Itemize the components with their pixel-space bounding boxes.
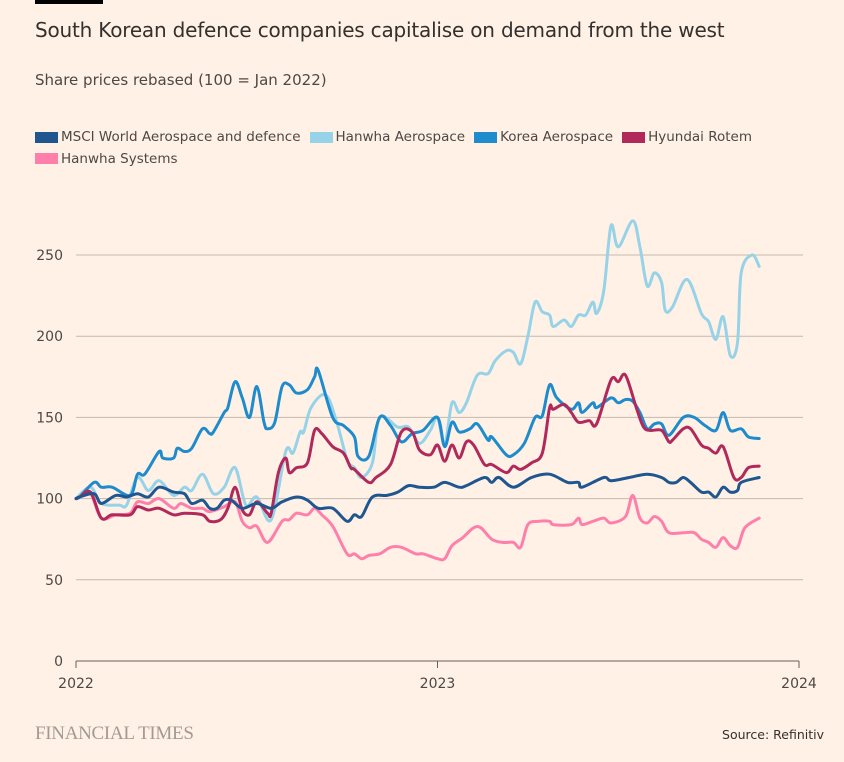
legend-label: Hyundai Rotem (648, 129, 752, 145)
chart-title: South Korean defence companies capitalis… (35, 18, 725, 42)
series-line-msci-world-aerospace-and-defence (74, 472, 761, 523)
legend-item: Hanwha Aerospace (309, 127, 466, 147)
y-tick-label: 200 (36, 329, 63, 345)
ft-logo: FINANCIAL TIMES (35, 723, 194, 744)
legend-swatch (622, 131, 646, 143)
legend-swatch (35, 131, 58, 143)
ft-top-bar (35, 0, 103, 4)
source-note: Source: Refinitiv (722, 727, 824, 742)
legend-item: MSCI World Aerospace and defence (35, 127, 301, 147)
legend-item: Korea Aerospace (474, 127, 613, 147)
legend-swatch (309, 131, 333, 143)
legend-label: MSCI World Aerospace and defence (61, 129, 301, 145)
series-line-hanwha-systems (74, 491, 761, 562)
y-tick-label: 0 (54, 654, 63, 670)
legend-item: Hyundai Rotem (622, 127, 752, 147)
y-tick-label: 150 (36, 410, 63, 426)
series-line-hanwha-aerospace (74, 219, 761, 523)
x-tick-label: 2022 (58, 676, 94, 692)
legend-label: Hanwha Systems (61, 150, 178, 167)
legend-swatch (35, 153, 58, 164)
chart-subtitle: Share prices rebased (100 = Jan 2022) (35, 71, 327, 89)
x-tick-label: 2024 (781, 676, 817, 692)
legend-label: Korea Aerospace (500, 129, 614, 145)
series-line-hyundai-rotem (74, 372, 761, 524)
x-tick-label: 2023 (420, 676, 456, 692)
y-tick-label: 50 (45, 573, 63, 589)
legend: MSCI World Aerospace and defence Hanwha A… (35, 127, 825, 170)
legend-item: Hanwha Systems (35, 149, 178, 169)
series-line-korea-aerospace (74, 366, 761, 501)
legend-label: Hanwha Aerospace (335, 129, 466, 145)
legend-swatch (474, 131, 498, 143)
y-tick-label: 100 (36, 492, 63, 508)
y-tick-label: 250 (36, 248, 63, 264)
